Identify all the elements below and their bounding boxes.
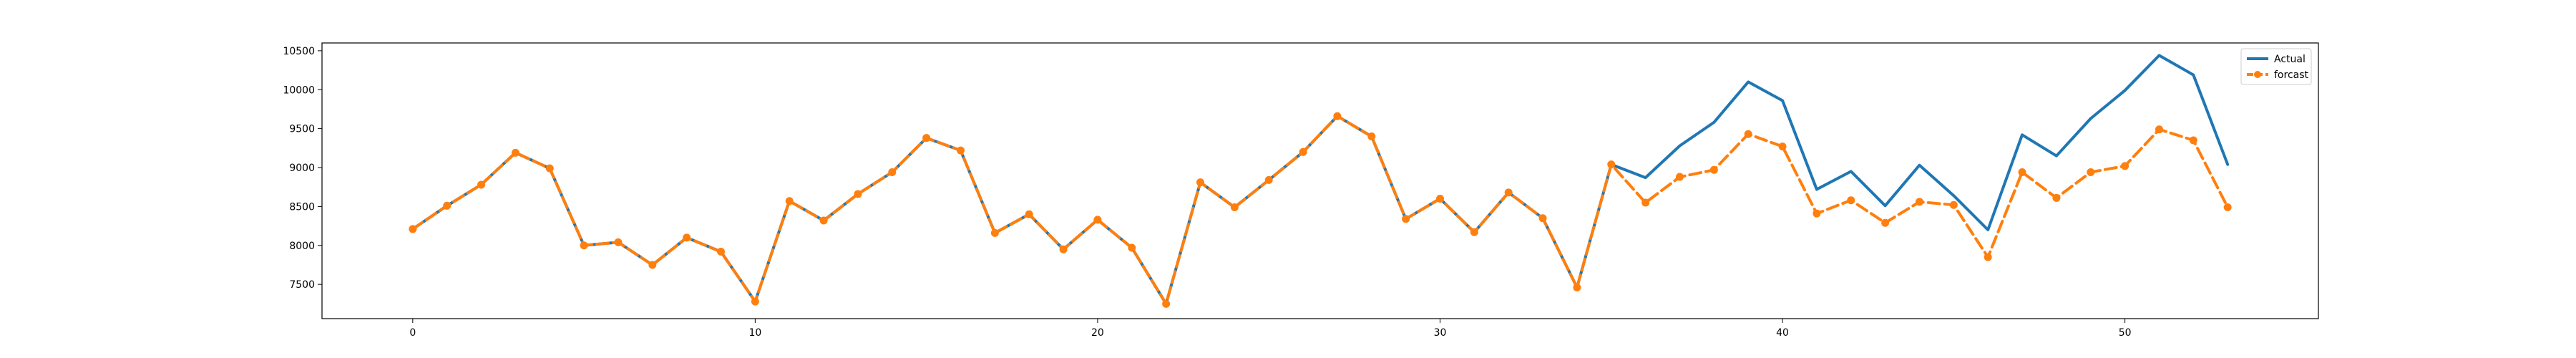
series-line-0 [411,54,2230,306]
series-point-1 [1196,178,1205,187]
series-point-1 [1162,299,1171,308]
series-point-1 [785,197,794,205]
series-point-1 [1402,215,1410,223]
series-point-1 [2087,168,2095,177]
series-point-1 [1025,210,1033,218]
series-point-1 [1744,130,1752,138]
series-point-1 [1573,283,1581,291]
series-point-1 [1264,175,1273,184]
legend-label-0: Actual [2274,54,2306,65]
series-point-1 [1299,147,1307,156]
y-tick-label: 9000 [289,163,315,174]
series-point-1 [1538,214,1547,223]
series-point-1 [1059,245,1068,253]
series-point-1 [1333,112,1342,120]
series-point-1 [409,225,417,233]
series-point-1 [545,164,554,173]
series-point-1 [477,180,486,189]
plot-frame [321,42,2319,319]
series-point-1 [1778,142,1787,151]
y-tick-label: 7500 [289,279,315,291]
legend-label-1: forcast [2274,69,2309,81]
series-point-1 [1984,253,1992,261]
series-point-1 [2155,125,2163,134]
series-point-1 [2223,203,2232,211]
y-tick-label: 10500 [283,46,315,57]
series-point-1 [957,146,965,155]
series-point-1 [888,168,897,177]
series-point-1 [2052,193,2061,202]
series-point-1 [819,216,828,225]
x-tick-label: 30 [1434,327,1447,339]
series-point-1 [1435,195,1444,203]
x-tick-label: 10 [748,327,761,339]
series-point-1 [1367,132,1376,141]
series-point-1 [1915,198,1923,206]
legend-marker-1 [2254,71,2261,78]
series-point-1 [1641,198,1650,207]
series-point-1 [2121,162,2129,170]
series-point-1 [1093,216,1102,224]
series-point-1 [648,261,657,269]
series-point-1 [1230,203,1239,211]
series-point-1 [1813,209,1821,218]
series-point-1 [922,134,931,142]
series-point-1 [683,233,691,242]
series-point-1 [1607,160,1616,169]
series-point-1 [1675,173,1684,181]
series-point-1 [990,228,999,237]
y-tick-label: 10000 [283,84,315,96]
series-point-1 [580,241,588,250]
series-point-1 [751,297,759,306]
series-point-1 [1470,228,1478,236]
series-point-1 [614,238,623,246]
series-point-1 [717,247,726,256]
x-tick-label: 50 [2119,327,2132,339]
x-tick-label: 40 [1776,327,1789,339]
y-tick-label: 9500 [289,124,315,135]
series-point-1 [854,190,862,198]
series-point-1 [1847,196,1855,205]
series-point-1 [1881,218,1890,227]
series-point-1 [443,201,452,210]
y-tick-label: 8000 [289,241,315,252]
series-point-1 [2018,168,2026,177]
x-tick-label: 0 [409,327,416,339]
series-point-1 [2189,136,2197,145]
x-tick-label: 20 [1091,327,1104,339]
series-point-1 [1504,188,1513,197]
series-point-1 [1128,243,1136,252]
y-tick-label: 8500 [289,201,315,213]
series-line-1 [411,115,2230,306]
series-point-1 [1949,200,1958,209]
series-point-1 [1709,165,1718,174]
series-point-1 [511,148,519,157]
